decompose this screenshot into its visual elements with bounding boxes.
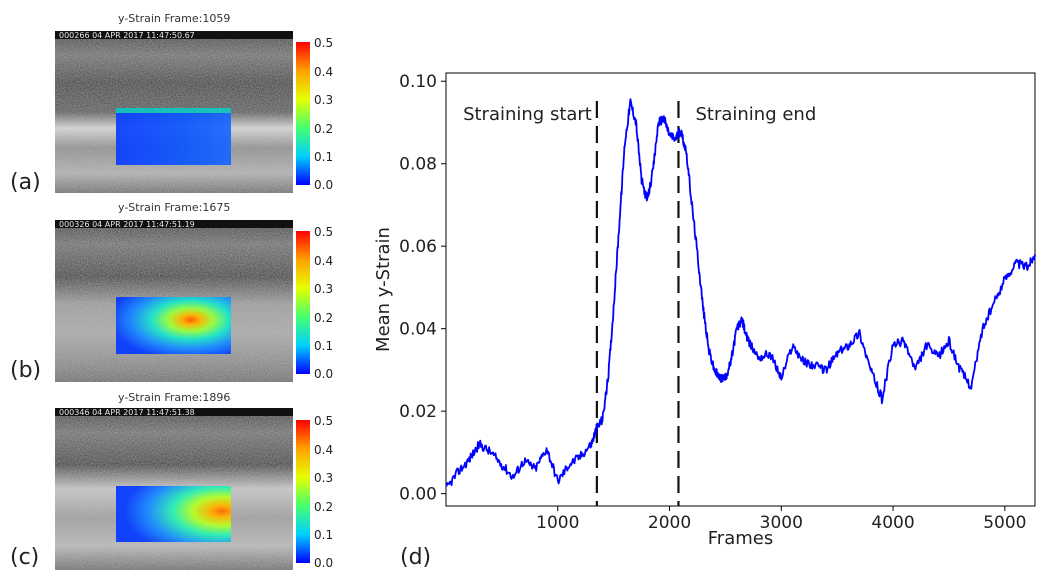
colorbar-tick: 0.0 — [314, 367, 334, 381]
timestamp-c: 000346 04 APR 2017 11:47:51.38 — [59, 408, 195, 417]
colorbar-gradient — [296, 42, 310, 185]
panel-c-title: y-Strain Frame:1896 — [118, 391, 231, 404]
y-tick-label: 0.00 — [399, 485, 437, 505]
ultrasound-image-c: 000346 04 APR 2017 11:47:51.38 — [55, 408, 293, 570]
ultrasound-image-a: 000266 04 APR 2017 11:47:50.67 — [55, 31, 293, 193]
colorbar-tick: 0.1 — [314, 150, 334, 164]
colorbar-tick: 0.3 — [314, 471, 334, 485]
panel-a-label: (a) — [10, 170, 41, 195]
strain-overlay-b — [116, 297, 231, 354]
colorbar-tick: 0.2 — [314, 500, 334, 514]
plot-frame — [445, 72, 1036, 507]
y-tick-label: 0.04 — [399, 320, 437, 340]
colorbar-tick: 0.4 — [314, 443, 334, 457]
x-tick-label: 2000 — [648, 513, 691, 533]
colorbar-tick: 0.5 — [314, 414, 334, 428]
y-tick-label: 0.10 — [399, 72, 437, 92]
panel-a-title: y-Strain Frame:1059 — [118, 12, 231, 25]
vline-label: Straining start — [463, 104, 592, 125]
panel-b-title: y-Strain Frame:1675 — [118, 201, 231, 214]
colorbar-tick: 0.5 — [314, 36, 334, 50]
panel-b-label: (b) — [10, 358, 42, 383]
y-axis-label: Mean y-Strain — [373, 227, 394, 352]
x-tick-label: 5000 — [983, 513, 1026, 533]
x-tick-label: 1000 — [536, 513, 579, 533]
vline-label: Straining end — [695, 104, 816, 125]
colorbar-tick: 0.0 — [314, 178, 334, 192]
colorbar-tick: 0.0 — [314, 556, 334, 570]
colorbar-tick: 0.1 — [314, 528, 334, 542]
y-tick-label: 0.06 — [399, 237, 437, 257]
colorbar-tick: 0.5 — [314, 225, 334, 239]
timestamp-a: 000266 04 APR 2017 11:47:50.67 — [59, 31, 195, 40]
colorbar-tick: 0.2 — [314, 122, 334, 136]
y-tick-label: 0.02 — [399, 402, 437, 422]
colorbar-gradient — [296, 420, 310, 563]
colorbar-tick: 0.4 — [314, 254, 334, 268]
colorbar-tick: 0.1 — [314, 339, 334, 353]
x-axis-label: Frames — [708, 528, 773, 549]
colorbar-tick: 0.3 — [314, 282, 334, 296]
colorbar-tick: 0.4 — [314, 65, 334, 79]
x-tick-label: 4000 — [871, 513, 914, 533]
x-tick-label: 3000 — [760, 513, 803, 533]
panel-d-label: (d) — [400, 545, 432, 570]
timestamp-b: 000326 04 APR 2017 11:47:51.19 — [59, 220, 195, 229]
colorbar-tick: 0.3 — [314, 93, 334, 107]
y-tick-label: 0.08 — [399, 155, 437, 175]
colorbar-tick: 0.2 — [314, 311, 334, 325]
panel-c-label: (c) — [10, 545, 40, 570]
strain-overlay-c — [116, 486, 231, 542]
strain-overlay-a — [116, 108, 231, 165]
ultrasound-image-b: 000326 04 APR 2017 11:47:51.19 — [55, 220, 293, 382]
strain-series-line — [445, 98, 1036, 487]
colorbar-gradient — [296, 231, 310, 374]
